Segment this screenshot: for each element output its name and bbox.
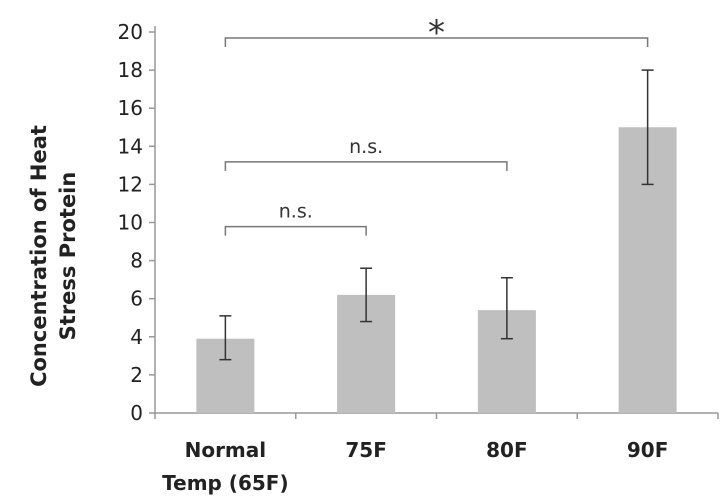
y-tick-label: 14 bbox=[118, 134, 143, 158]
error-bars bbox=[219, 69, 654, 361]
x-tick-label-line: 90F bbox=[627, 438, 669, 462]
error-bar bbox=[641, 69, 654, 186]
bracket-line bbox=[224, 37, 649, 47]
y-tick-label: 12 bbox=[118, 172, 143, 196]
significance-bracket: n.s. bbox=[224, 201, 367, 236]
y-tick-label: 8 bbox=[130, 249, 143, 273]
error-bar bbox=[219, 315, 232, 361]
error-bar bbox=[500, 276, 513, 340]
y-axis-label-line-1: Concentration of Heat bbox=[27, 125, 51, 387]
y-ticks: 0 2 4 6 8 10 12 14 16 18 20 bbox=[118, 20, 155, 425]
significance-label: n.s. bbox=[349, 136, 383, 158]
error-bar bbox=[360, 267, 373, 323]
y-tick-label: 6 bbox=[130, 287, 143, 311]
x-tick-label: 90F bbox=[627, 438, 669, 462]
bracket-line bbox=[224, 161, 508, 171]
y-tick-label: 16 bbox=[118, 96, 143, 120]
y-tick-label: 20 bbox=[118, 20, 143, 44]
y-tick-label: 0 bbox=[130, 401, 143, 425]
x-tick-labels: Normal Temp (65F) 75F 80F 90F bbox=[162, 438, 668, 495]
y-tick-label: 2 bbox=[130, 363, 143, 387]
x-tick-label-line: 80F bbox=[486, 438, 528, 462]
x-tick-label-line: Temp (65F) bbox=[162, 471, 288, 495]
bracket-line bbox=[224, 225, 367, 236]
x-tick-label: 75F bbox=[345, 438, 387, 462]
y-axis-label: Concentration of Heat Stress Protein bbox=[27, 125, 80, 387]
significance-bracket: * bbox=[224, 13, 649, 53]
y-tick-label: 4 bbox=[130, 325, 143, 349]
x-tick-label-line: Normal bbox=[185, 438, 267, 462]
significance-bracket: n.s. bbox=[224, 136, 508, 171]
x-tick-label: Normal Temp (65F) bbox=[162, 438, 288, 495]
significance-brackets: n.s. n.s. * bbox=[224, 13, 649, 236]
significance-label: n.s. bbox=[279, 201, 313, 223]
x-tick-label: 80F bbox=[486, 438, 528, 462]
significance-label: * bbox=[428, 13, 445, 53]
x-tick-label-line: 75F bbox=[345, 438, 387, 462]
y-axis-label-line-2: Stress Protein bbox=[56, 172, 80, 341]
y-tick-label: 10 bbox=[118, 211, 143, 235]
y-tick-label: 18 bbox=[118, 58, 143, 82]
bars bbox=[196, 127, 677, 413]
